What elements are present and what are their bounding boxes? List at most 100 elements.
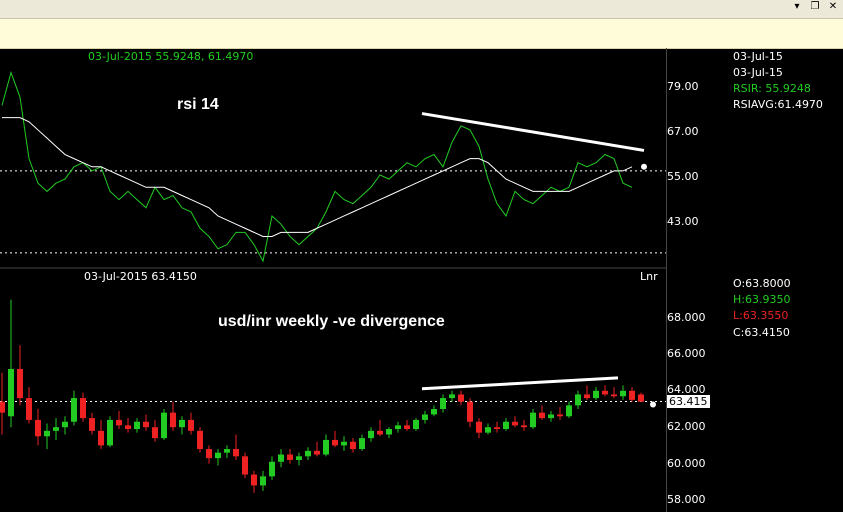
candle-body [26,398,32,420]
candle-body [422,414,428,420]
candle-body [17,368,23,399]
candle-body [134,421,140,430]
candle-body [269,461,275,477]
candle-body [512,421,518,426]
candle-body [539,412,545,419]
candle-body [341,441,347,446]
candle-body [125,425,131,430]
candle-body [449,394,455,399]
candle-body [98,430,104,446]
candle-body [593,390,599,399]
candle-body [413,419,419,430]
price-info-close: C:63.4150 [733,326,790,339]
candle-body [107,419,113,446]
candle-body [440,398,446,409]
candle-body [152,427,158,439]
chevron-down-icon[interactable]: ▾ [794,1,800,12]
candle-body [458,394,464,402]
price-tick-label: 58.000 [667,493,706,506]
rsi-header-value: 55.9248 [155,50,201,63]
restore-window-icon[interactable]: ❐ [810,1,820,12]
price-tick-label: 66.000 [667,347,706,360]
candle-body [179,419,185,428]
candle-body [611,394,617,397]
candle-body [548,414,554,419]
candle-body [503,421,509,430]
rsi-header: 03-Jul-2015 55.9248, 61.4970 [88,50,254,63]
scale-type-label: Lnr [640,270,658,283]
rsi-average-line [2,117,633,237]
candle-body [161,412,167,439]
candle-body [8,368,14,417]
rsi-divergence-trendline [421,112,645,152]
candle-body [188,419,194,431]
price-info-high: H:63.9350 [733,293,791,306]
candle-body [305,450,311,457]
candle-body [260,476,266,486]
candle-body [314,450,320,455]
candle-body [62,421,68,428]
candle-body [206,449,212,459]
candle-body [197,430,203,450]
rsi-tick-label: 67.00 [667,125,699,138]
candle-body [575,394,581,406]
price-last-marker [650,401,656,408]
candle-body [521,425,527,428]
price-header-close: 63.4150 [151,270,197,283]
y-axis: 79.00 67.00 55.00 43.00 68.000 66.000 64… [667,48,730,512]
candle-body [557,414,563,417]
candle-body [296,456,302,460]
candle-body [287,454,293,460]
candle-body [494,427,500,430]
rsi-tick-label: 43.00 [667,215,699,228]
candle-body [629,390,635,400]
candle-body [224,449,230,453]
candle-body [80,398,86,419]
candle-body [278,454,284,462]
price-info-low: L:63.3550 [733,309,789,322]
candle-body [404,425,410,430]
candle-body [215,452,221,459]
price-tick-label: 60.000 [667,457,706,470]
candle-body [395,425,401,430]
rsi-tick-label: 79.00 [667,80,699,93]
last-price-tag: 63.415 [667,395,710,408]
price-header-date: 03-Jul-2015 [84,270,148,283]
rsi-info-rsir: RSIR: 55.9248 [733,82,811,95]
price-info-open: O:63.8000 [733,277,791,290]
chart-plot-area[interactable] [0,48,667,512]
price-tick-label: 64.000 [667,383,706,396]
candle-body [359,438,365,450]
candle-body [584,394,590,399]
candle-body [242,456,248,475]
candle-body [431,409,437,415]
candle-body [377,430,383,435]
rsi-header-date: 03-Jul-2015 [88,50,152,63]
candle-body [89,418,95,431]
candle-body [53,427,59,431]
candle-body [485,427,491,433]
candle-body [323,439,329,455]
candle-body [620,390,626,397]
rsi-header-avg: 61.4970 [207,50,254,63]
candle-body [350,441,356,450]
window-titlebar: ▾ ❐ ✕ [0,0,843,19]
close-icon[interactable]: ✕ [828,1,838,12]
candle-body [35,419,41,437]
candle-body [170,412,176,428]
candle-body [476,421,482,433]
candle-body [0,401,5,413]
candle-body [566,405,572,417]
price-tick-label: 68.000 [667,311,706,324]
toolbar-ribbon [0,19,843,49]
rsi-info-date-2: 03-Jul-15 [733,66,783,79]
candle-body [251,474,257,486]
data-window: 03-Jul-15 03-Jul-15 RSIR: 55.9248 RSIAVG… [731,48,843,512]
candle-body [71,398,77,422]
candle-body [332,439,338,446]
rsi-annotation: rsi 14 [177,96,219,113]
candle-body [116,419,122,426]
candle-body [143,421,149,428]
price-header: 03-Jul-2015 63.4150 [84,270,197,283]
candle-body [467,401,473,422]
